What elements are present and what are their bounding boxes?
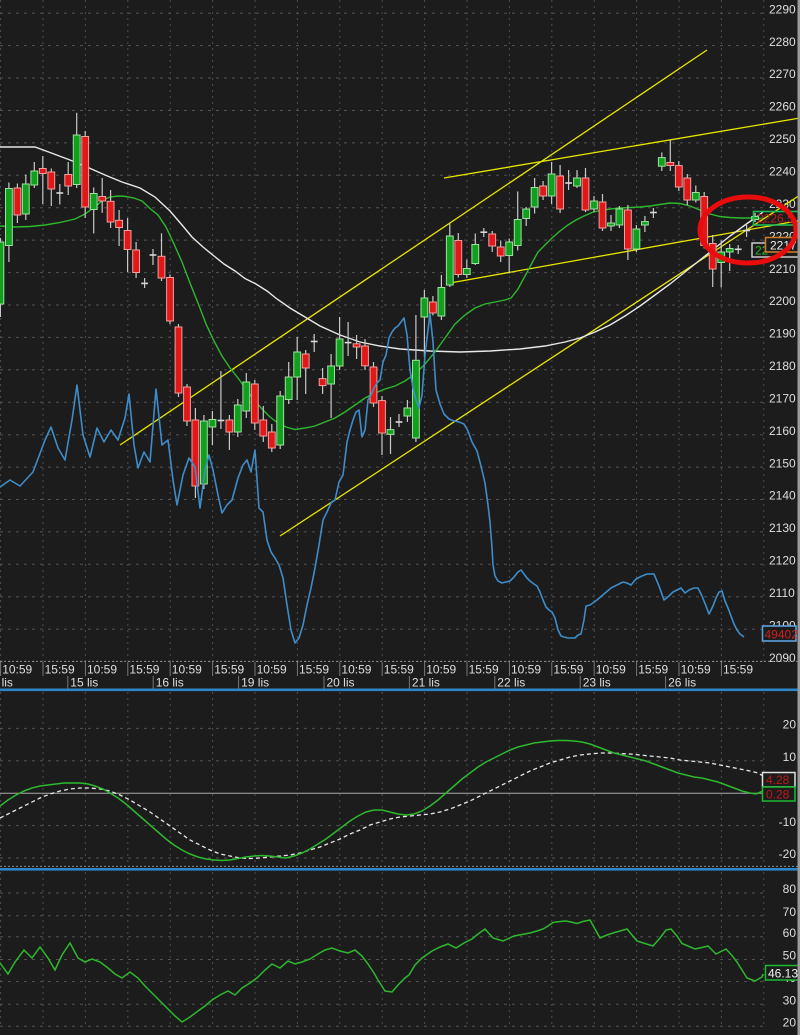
svg-text:15:59: 15:59 — [553, 663, 583, 677]
svg-text:2110: 2110 — [769, 586, 795, 600]
svg-text:22 lis: 22 lis — [497, 676, 525, 690]
svg-text:30: 30 — [783, 993, 797, 1007]
svg-text:4.28: 4.28 — [766, 773, 790, 787]
svg-text:10:59: 10:59 — [2, 663, 32, 677]
svg-text:2210: 2210 — [769, 262, 796, 276]
svg-text:26 lis: 26 lis — [668, 676, 696, 690]
svg-text:2180: 2180 — [769, 359, 796, 373]
svg-text:15:59: 15:59 — [45, 663, 75, 677]
svg-text:2200: 2200 — [769, 294, 796, 308]
svg-text:15:59: 15:59 — [723, 663, 753, 677]
svg-text:49402: 49402 — [765, 628, 799, 642]
svg-text:2170: 2170 — [769, 391, 796, 405]
svg-text:2290: 2290 — [769, 2, 796, 16]
svg-text:2270: 2270 — [769, 67, 796, 81]
svg-text:2150: 2150 — [769, 456, 796, 470]
svg-text:60: 60 — [783, 926, 797, 940]
svg-text:2120: 2120 — [769, 554, 796, 568]
svg-text:2130: 2130 — [769, 521, 796, 535]
svg-text:21 lis: 21 lis — [412, 676, 440, 690]
svg-text:10:59: 10:59 — [596, 663, 626, 677]
svg-text:2226.5: 2226.5 — [757, 212, 794, 226]
svg-text:23 lis: 23 lis — [583, 676, 611, 690]
svg-text:14 lis: 14 lis — [0, 676, 13, 690]
svg-text:15 lis: 15 lis — [70, 676, 98, 690]
svg-text:2190: 2190 — [769, 327, 796, 341]
svg-text:10:59: 10:59 — [341, 663, 371, 677]
svg-text:15:59: 15:59 — [214, 663, 244, 677]
svg-text:2260: 2260 — [769, 100, 796, 114]
svg-text:70: 70 — [783, 905, 797, 919]
svg-text:2250: 2250 — [769, 132, 796, 146]
svg-text:15:59: 15:59 — [384, 663, 414, 677]
svg-text:10:59: 10:59 — [426, 663, 456, 677]
svg-text:10:59: 10:59 — [257, 663, 287, 677]
svg-text:2140: 2140 — [769, 489, 796, 503]
svg-text:10:59: 10:59 — [681, 663, 711, 677]
svg-text:15:59: 15:59 — [638, 663, 668, 677]
svg-text:2280: 2280 — [769, 35, 796, 49]
svg-text:50: 50 — [783, 949, 797, 963]
svg-text:20 lis: 20 lis — [327, 676, 355, 690]
svg-text:2160: 2160 — [769, 424, 796, 438]
svg-text:80: 80 — [783, 882, 797, 896]
svg-text:15:59: 15:59 — [469, 663, 499, 677]
svg-text:2090: 2090 — [769, 651, 796, 665]
svg-text:19 lis: 19 lis — [241, 676, 269, 690]
svg-text:2240: 2240 — [769, 165, 796, 179]
svg-text:20: 20 — [783, 718, 797, 732]
svg-text:10:59: 10:59 — [87, 663, 117, 677]
svg-text:0.28: 0.28 — [766, 788, 790, 802]
svg-text:10: 10 — [783, 750, 797, 764]
svg-text:-10: -10 — [779, 815, 797, 829]
svg-text:16 lis: 16 lis — [156, 676, 184, 690]
svg-text:-20: -20 — [779, 847, 797, 861]
svg-text:10:59: 10:59 — [511, 663, 541, 677]
svg-text:15:59: 15:59 — [129, 663, 159, 677]
svg-text:10:59: 10:59 — [172, 663, 202, 677]
svg-text:20: 20 — [783, 1016, 797, 1030]
svg-text:46.13: 46.13 — [768, 967, 798, 981]
svg-text:15:59: 15:59 — [299, 663, 329, 677]
